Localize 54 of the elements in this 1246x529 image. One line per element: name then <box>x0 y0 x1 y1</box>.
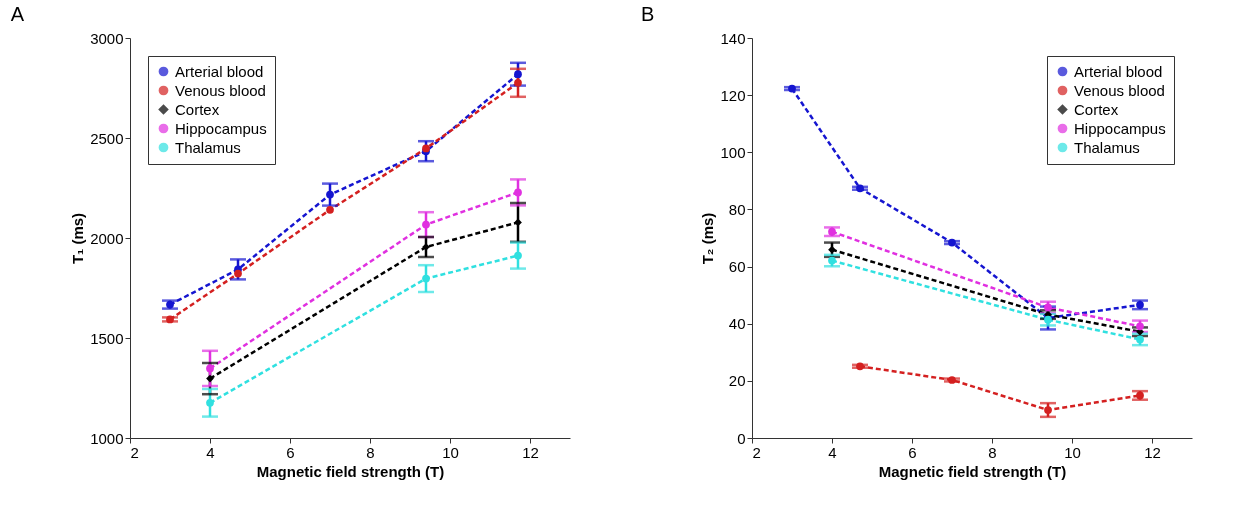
point <box>206 364 214 373</box>
point <box>326 205 334 214</box>
chart-title: B <box>640 3 655 25</box>
y-axis-title: T₂ (ms) <box>699 212 717 265</box>
x-axis-title: Magnetic field strength (T) <box>878 462 1067 480</box>
y-tick-label: 140 <box>720 29 746 47</box>
y-tick-label: 80 <box>728 200 746 218</box>
x-tick-label: 12 <box>522 443 539 461</box>
point <box>514 78 522 87</box>
x-tick-label: 6 <box>908 443 917 461</box>
legend-label: Venous blood <box>1074 81 1165 99</box>
point <box>206 374 214 383</box>
point <box>234 269 242 278</box>
y-tick-label: 20 <box>728 372 746 390</box>
legend-label: Thalamus <box>1074 138 1140 156</box>
point <box>514 218 522 227</box>
x-tick-label: 10 <box>442 443 459 461</box>
x-tick-label: 8 <box>988 443 997 461</box>
legend-label: Cortex <box>1074 100 1119 118</box>
y-tick-label: 120 <box>720 86 746 104</box>
x-tick-label: 2 <box>752 443 761 461</box>
x-tick-label: 8 <box>366 443 375 461</box>
y-tick-label: 1000 <box>90 429 124 447</box>
point <box>514 251 522 260</box>
legend-label: Hippocampus <box>1074 119 1166 137</box>
x-axis-title: Magnetic field strength (T) <box>256 462 445 480</box>
legend-label: Cortex <box>175 100 220 118</box>
x-tick-label: 12 <box>1144 443 1161 461</box>
y-tick-label: 40 <box>728 315 746 333</box>
y-tick-label: 2000 <box>90 229 124 247</box>
point <box>326 190 334 199</box>
point <box>422 274 430 283</box>
y-tick-label: 100 <box>720 143 746 161</box>
x-tick-label: 6 <box>286 443 295 461</box>
x-tick-label: 10 <box>1064 443 1081 461</box>
y-tick-label: 3000 <box>90 29 124 47</box>
x-tick-label: 4 <box>828 443 837 461</box>
legend-label: Arterial blood <box>1074 62 1163 80</box>
y-axis-title: T₁ (ms) <box>69 212 87 265</box>
x-tick-label: 2 <box>130 443 139 461</box>
x-tick-label: 4 <box>206 443 215 461</box>
point <box>514 70 522 79</box>
legend-label: Hippocampus <box>175 119 267 137</box>
point <box>422 220 430 229</box>
legend-label: Thalamus <box>175 138 241 156</box>
y-tick-label: 60 <box>728 258 746 276</box>
y-tick-label: 1500 <box>90 329 124 347</box>
legend-label: Venous blood <box>175 81 266 99</box>
point <box>514 188 522 197</box>
point <box>206 398 214 407</box>
chart-title: A <box>10 3 25 25</box>
y-tick-label: 2500 <box>90 129 124 147</box>
y-tick-label: 0 <box>737 429 746 447</box>
legend-label: Arterial blood <box>175 62 264 80</box>
